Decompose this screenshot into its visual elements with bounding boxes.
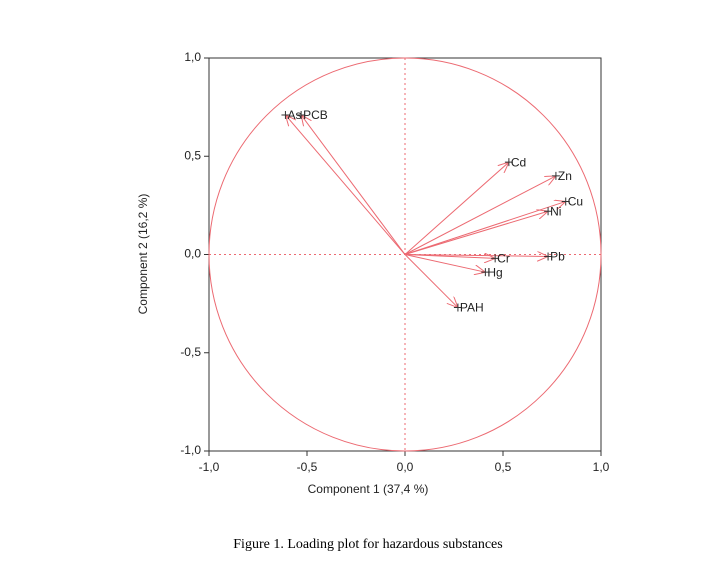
caption: Figure 1. Loading plot for hazardous sub… — [233, 537, 502, 552]
point-label: Pb — [550, 250, 565, 264]
x-tick-label: -0,5 — [297, 460, 318, 474]
point-label: Ni — [550, 204, 561, 218]
point-marker — [297, 110, 306, 119]
point-marker — [453, 303, 462, 312]
loading-arrow — [301, 115, 406, 255]
loading-arrow — [404, 255, 548, 257]
x-tick-label: -1,0 — [199, 460, 220, 474]
point-marker — [481, 268, 490, 277]
loading-arrow — [404, 254, 458, 308]
loading-arrow — [404, 201, 566, 255]
point-label: Zn — [558, 169, 572, 183]
point-marker — [281, 110, 290, 119]
point-marker — [491, 254, 500, 263]
point-marker — [544, 207, 553, 216]
loading-arrow — [404, 176, 556, 255]
point-label: PAH — [460, 301, 484, 315]
x-tick-label: 1,0 — [593, 460, 610, 474]
point-label: Cr — [497, 252, 510, 266]
x-tick-label: 0,5 — [495, 460, 512, 474]
loading-arrow — [404, 254, 485, 273]
point-marker — [544, 252, 553, 261]
point-marker — [561, 197, 570, 206]
point-marker — [504, 158, 513, 167]
y-axis-label: Component 2 (16,2 %) — [136, 194, 150, 315]
y-tick-label: -1,0 — [180, 443, 201, 457]
y-tick-label: -0,5 — [180, 345, 201, 359]
y-tick-label: 0,5 — [184, 148, 201, 162]
point-marker — [551, 171, 560, 180]
point-label: PCB — [303, 108, 328, 122]
y-tick-label: 1,0 — [184, 50, 201, 64]
y-tick-label: 0,0 — [184, 247, 201, 261]
loading-arrow — [404, 211, 548, 255]
x-tick-label: 0,0 — [397, 460, 414, 474]
point-label: Cu — [568, 195, 583, 209]
loading-arrow — [285, 115, 406, 255]
x-axis-label: Component 1 (37,4 %) — [308, 482, 429, 496]
point-label: Hg — [487, 265, 502, 279]
point-label: As — [287, 108, 301, 122]
loading-arrow — [404, 162, 509, 255]
loading-arrow — [404, 255, 495, 259]
point-label: Cd — [511, 155, 526, 169]
